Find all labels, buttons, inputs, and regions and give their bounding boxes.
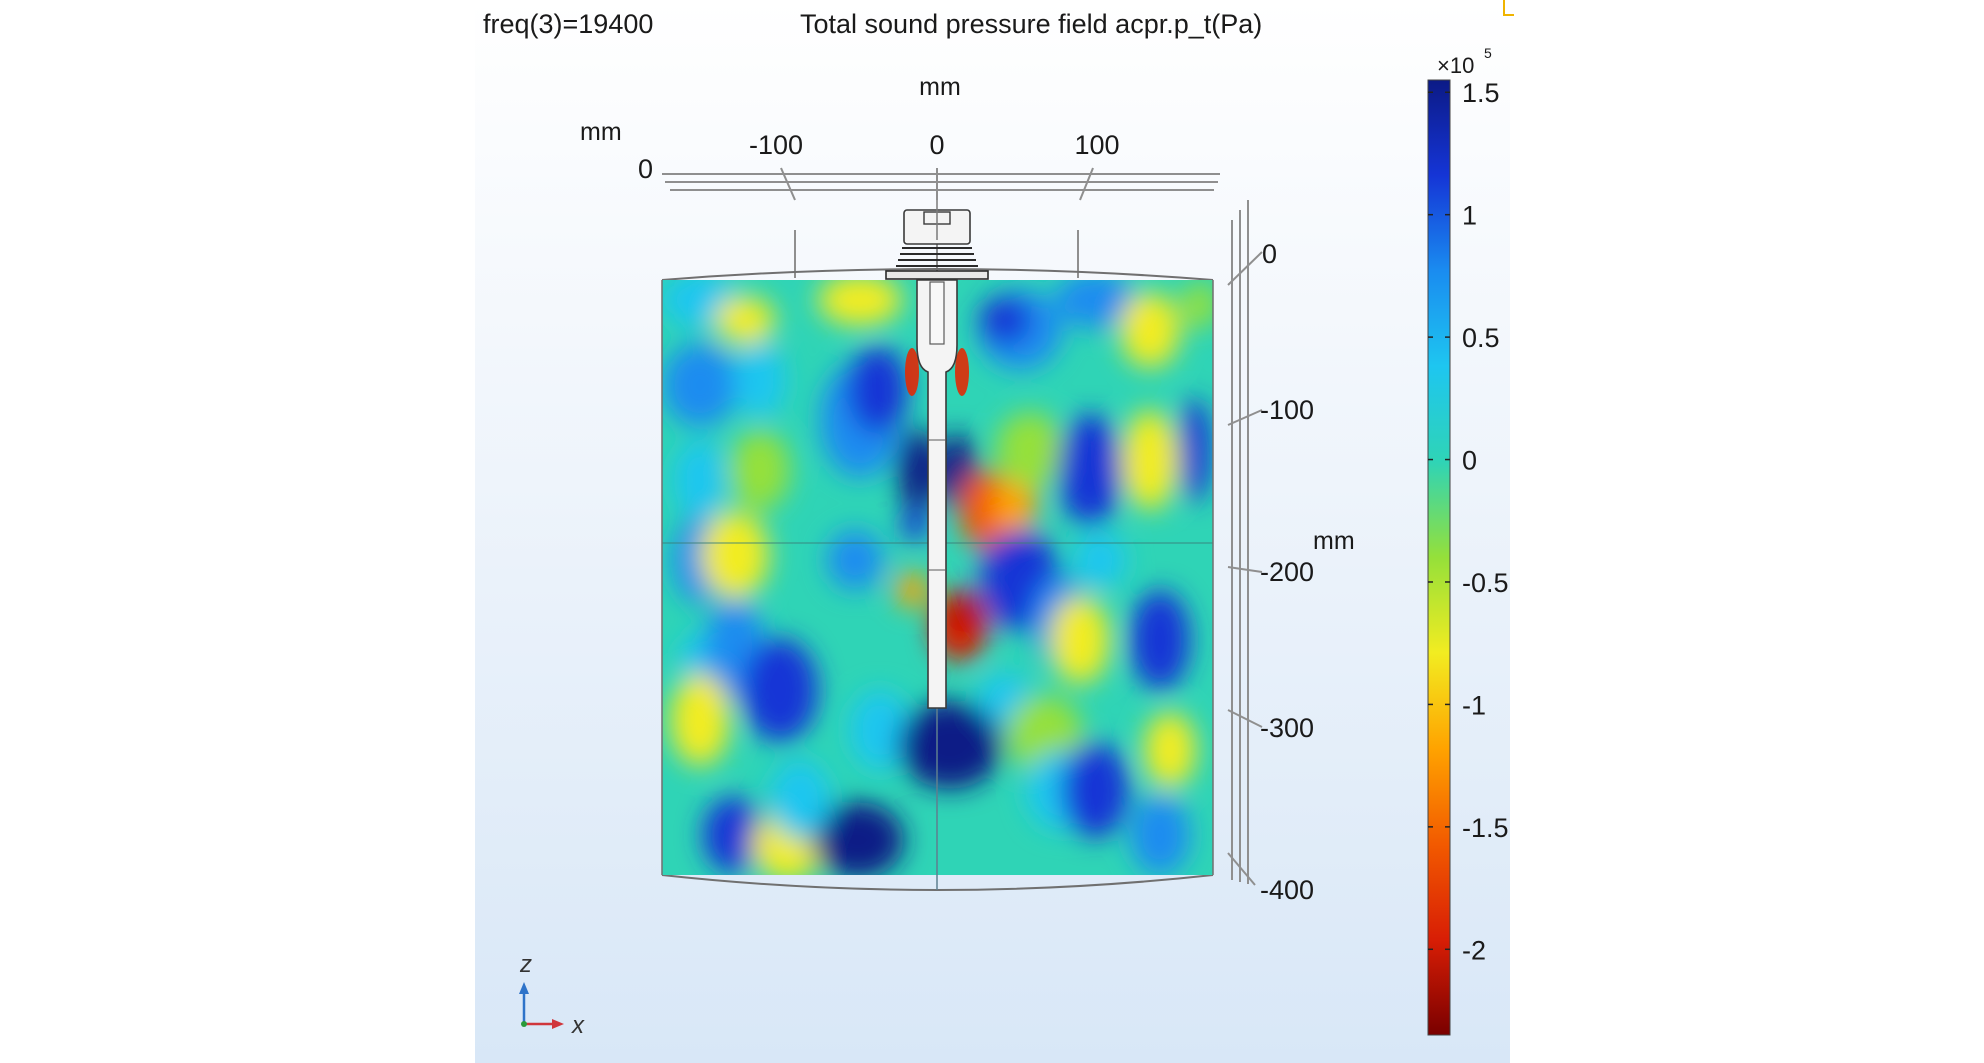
pressure-region	[1050, 596, 1110, 684]
right-tick-label: -200	[1260, 557, 1314, 587]
window-corner-icon	[1503, 0, 1514, 16]
pressure-region	[1074, 532, 1126, 588]
right-tick-label: -400	[1260, 875, 1314, 905]
frequency-label: freq(3)=19400	[483, 9, 653, 39]
pressure-region	[674, 440, 726, 520]
pressure-region	[896, 572, 928, 608]
pressure-region	[827, 530, 883, 590]
left-tick-label: 0	[638, 154, 653, 184]
pressure-region	[742, 638, 818, 742]
pressure-region	[1182, 281, 1213, 329]
left-axis-unit: mm	[580, 118, 622, 146]
pressure-hotspot	[955, 348, 969, 396]
plot-title: Total sound pressure field acpr.p_t(Pa)	[800, 9, 1262, 39]
pressure-region	[662, 343, 738, 427]
pressure-region	[993, 475, 1037, 535]
pressure-region	[703, 797, 763, 873]
colorbar-tick-label: 0.5	[1462, 323, 1500, 353]
pressure-region	[1122, 410, 1178, 510]
colorbar-tick-label: 0	[1462, 446, 1477, 476]
colorbar-tick-label: -1.5	[1462, 813, 1509, 843]
pressure-region	[701, 511, 769, 599]
right-tick-label: -100	[1260, 395, 1314, 425]
colorbar-exponent-base: ×10	[1437, 53, 1474, 78]
pressure-region	[1061, 742, 1129, 838]
colorbar-ticks: 1.5 1 0.5 0 -0.5 -1 -1.5 -2	[1428, 78, 1509, 965]
pressure-region	[730, 430, 790, 510]
pressure-region	[1179, 398, 1211, 502]
pressure-region	[1130, 590, 1190, 690]
colorbar-tick-label: -0.5	[1462, 568, 1509, 598]
pressure-region	[898, 701, 1002, 789]
pressure-hotspot	[905, 348, 919, 396]
right-tick-label: -300	[1260, 713, 1314, 743]
colorbar-tick-label: -1	[1462, 690, 1486, 720]
pressure-region	[979, 296, 1031, 344]
triad-x-label: x	[571, 1012, 585, 1039]
pressure-region	[1055, 280, 1135, 328]
colorbar-tick-label: 1	[1462, 201, 1477, 231]
pressure-region	[953, 596, 977, 624]
right-axis-unit: mm	[1313, 527, 1355, 555]
top-tick-label: 0	[929, 130, 944, 160]
triad-z-label: z	[519, 951, 532, 978]
colorbar-exponent-power: 5	[1484, 45, 1492, 61]
pressure-region	[1144, 712, 1196, 788]
top-tick-label: 100	[1074, 130, 1119, 160]
top-axis-unit: mm	[919, 73, 961, 101]
pressure-region	[901, 509, 929, 541]
pressure-region	[812, 802, 904, 875]
pressure-region	[996, 412, 1064, 488]
pressure-region	[770, 760, 830, 840]
pressure-region	[715, 296, 775, 344]
pressure-region	[848, 346, 908, 434]
axis-triad	[519, 982, 564, 1029]
pressure-region	[1120, 292, 1180, 368]
colorbar	[1427, 79, 1451, 1036]
top-tick-label: -100	[749, 130, 803, 160]
pressure-region	[850, 690, 910, 770]
pressure-region	[734, 342, 786, 418]
right-tick-label: 0	[1262, 239, 1277, 269]
colorbar-tick-label: 1.5	[1462, 78, 1500, 108]
cylinder-top-edge	[661, 268, 1214, 281]
pressure-region	[1130, 795, 1190, 875]
pressure-region	[670, 674, 730, 766]
pressure-region	[818, 280, 902, 326]
pressure-region	[1058, 414, 1122, 526]
colorbar-tick-label: -2	[1462, 935, 1486, 965]
right-axis-lines	[1227, 200, 1263, 886]
